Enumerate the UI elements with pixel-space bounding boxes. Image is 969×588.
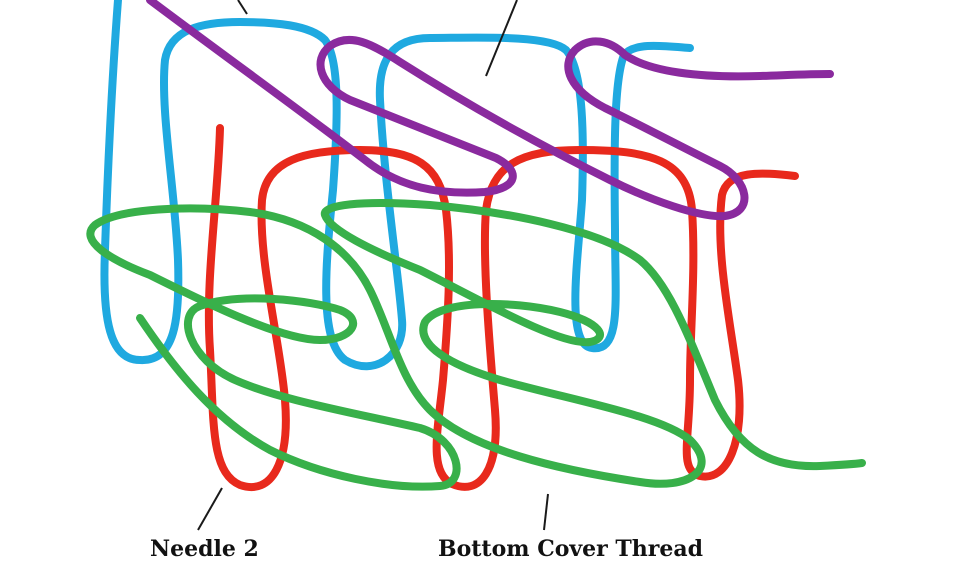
leader-line-top-left [238, 0, 247, 14]
leader-line-bottom-cover [544, 494, 548, 530]
leader-line-needle-2 [198, 488, 222, 530]
bottom-cover-thread-label: Bottom Cover Thread [438, 536, 703, 562]
needle-2-label: Needle 2 [150, 536, 259, 562]
